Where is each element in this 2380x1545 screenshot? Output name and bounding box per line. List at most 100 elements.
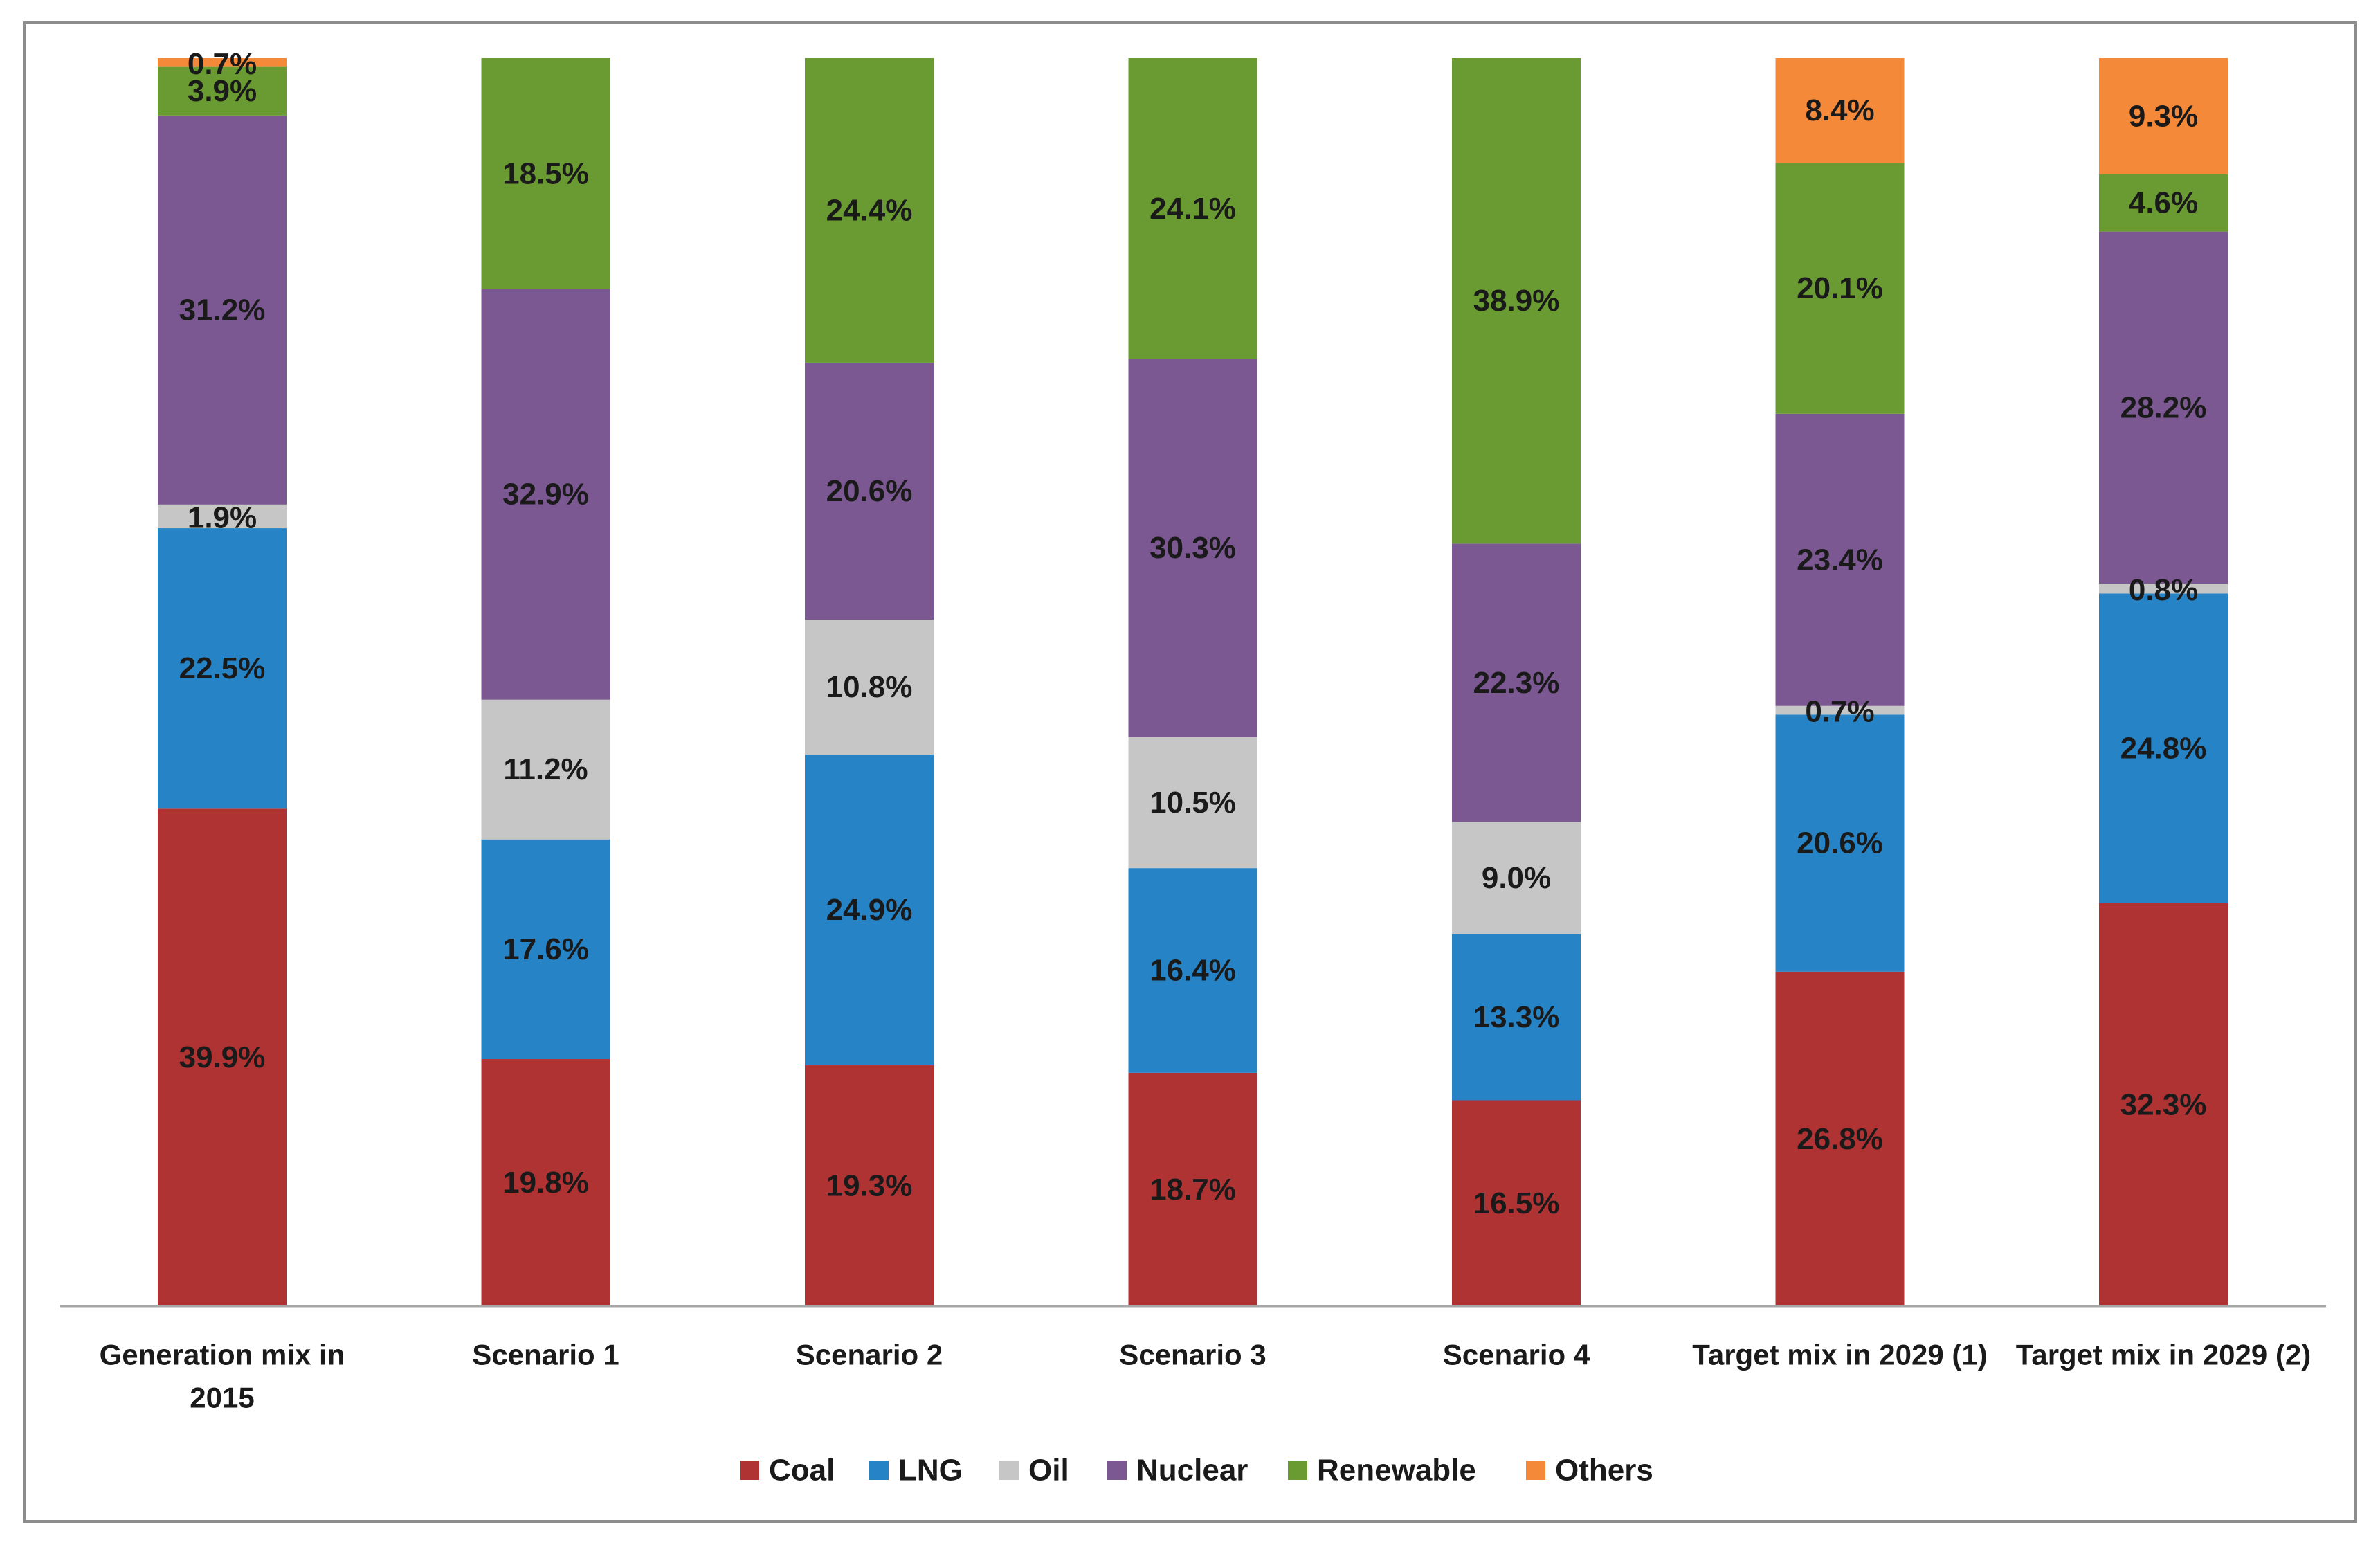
data-label-nuclear: 23.4% <box>1797 543 1883 577</box>
bar-segment-oil <box>481 699 610 840</box>
bars-group <box>158 58 2228 1306</box>
bar-segment-oil <box>1452 822 1581 934</box>
data-label-renewable: 24.4% <box>826 193 913 227</box>
bar-segment-renewable <box>1775 163 1905 414</box>
bar-segment-coal <box>805 1065 934 1306</box>
data-label-oil: 11.2% <box>503 752 588 786</box>
bar-segment-coal <box>2099 903 2228 1306</box>
data-label-oil: 9.0% <box>1482 861 1551 895</box>
bar-segment-renewable <box>158 66 287 116</box>
bar-segment-coal <box>481 1059 610 1306</box>
bar-segment-renewable <box>2099 174 2228 232</box>
bar-segment-coal <box>158 808 287 1306</box>
data-label-renewable: 24.1% <box>1150 192 1236 226</box>
data-label-lng: 24.9% <box>826 893 913 927</box>
legend-label-oil: Oil <box>1028 1454 1069 1488</box>
data-label-others: 8.4% <box>1805 93 1874 127</box>
bar-segment-renewable <box>1452 58 1581 544</box>
bar-segment-nuclear <box>805 362 934 620</box>
bar-segment-nuclear <box>1128 359 1257 737</box>
legend-swatch-lng <box>869 1461 889 1480</box>
legend-label-coal: Coal <box>769 1454 835 1488</box>
bar-segment-lng <box>158 528 287 809</box>
x-tick-label: Generation mix in <box>100 1339 345 1371</box>
legend-swatch-oil <box>999 1461 1019 1480</box>
data-label-lng: 24.8% <box>2120 732 2207 766</box>
data-label-nuclear: 30.3% <box>1150 531 1236 565</box>
data-label-nuclear: 22.3% <box>1473 666 1560 700</box>
data-label-coal: 39.9% <box>179 1040 266 1074</box>
legend-swatch-renewable <box>1288 1461 1307 1480</box>
data-label-coal: 16.5% <box>1473 1186 1560 1220</box>
bar-segment-lng <box>805 755 934 1066</box>
data-label-coal: 19.3% <box>826 1169 913 1203</box>
data-label-others: 0.7% <box>188 47 257 81</box>
bar-segment-nuclear <box>1775 413 1905 706</box>
legend-label-nuclear: Nuclear <box>1136 1454 1248 1488</box>
bar-segment-coal <box>1128 1072 1257 1306</box>
bar-segment-lng <box>1775 714 1905 972</box>
bar-segment-others <box>2099 58 2228 174</box>
bar-segment-renewable <box>481 58 610 289</box>
legend-swatch-nuclear <box>1107 1461 1127 1480</box>
legend-swatch-others <box>1526 1461 1545 1480</box>
x-tick-label: Scenario 2 <box>796 1339 943 1371</box>
bar-segment-lng <box>481 839 610 1060</box>
bar-segment-coal <box>1452 1100 1581 1306</box>
data-label-nuclear: 32.9% <box>502 478 589 512</box>
data-label-renewable: 20.1% <box>1797 271 1883 305</box>
bar-segment-others <box>158 58 287 67</box>
data-label-nuclear: 20.6% <box>826 474 913 508</box>
bar-segment-lng <box>1128 868 1257 1073</box>
legend-label-renewable: Renewable <box>1317 1454 1476 1488</box>
data-label-lng: 22.5% <box>179 651 266 685</box>
legend: Coal LNG Oil Nuclear Renewable Others <box>740 1454 1653 1488</box>
bar-segment-others <box>1775 58 1905 163</box>
bar-segment-renewable <box>1128 58 1257 359</box>
data-label-coal: 19.8% <box>502 1166 589 1200</box>
legend-swatch-coal <box>740 1461 759 1480</box>
bar-segment-coal <box>1775 971 1905 1306</box>
data-label-oil: 0.8% <box>2129 573 2198 607</box>
data-label-oil: 10.5% <box>1150 786 1236 820</box>
bar-segment-oil <box>1775 705 1905 715</box>
data-label-renewable: 4.6% <box>2129 186 2198 220</box>
data-label-others: 9.3% <box>2129 99 2198 133</box>
x-tick-label: Target mix in 2029 (1) <box>1692 1339 1987 1371</box>
data-label-coal: 26.8% <box>1797 1122 1883 1156</box>
bar-segment-lng <box>2099 593 2228 903</box>
bar-segment-lng <box>1452 934 1581 1101</box>
bar-segment-oil <box>2099 584 2228 594</box>
data-label-nuclear: 28.2% <box>2120 390 2207 424</box>
bar-segment-oil <box>1128 737 1257 869</box>
x-tick-label: 2015 <box>190 1382 254 1414</box>
data-label-renewable: 38.9% <box>1473 284 1560 318</box>
bar-segment-nuclear <box>1452 543 1581 822</box>
data-label-lng: 20.6% <box>1797 826 1883 860</box>
data-label-lng: 17.6% <box>502 932 589 966</box>
bar-segment-oil <box>158 504 287 529</box>
legend-label-lng: LNG <box>898 1454 963 1488</box>
bar-segment-renewable <box>805 58 934 363</box>
x-tick-label: Scenario 4 <box>1443 1339 1590 1371</box>
data-label-lng: 16.4% <box>1150 953 1236 987</box>
data-label-renewable: 3.9% <box>188 74 257 108</box>
bar-segment-nuclear <box>158 115 287 505</box>
bar-segment-nuclear <box>481 289 610 700</box>
data-label-coal: 32.3% <box>2120 1087 2207 1121</box>
data-label-coal: 18.7% <box>1150 1173 1236 1207</box>
data-label-nuclear: 31.2% <box>179 293 266 327</box>
x-tick-label: Scenario 1 <box>472 1339 619 1371</box>
data-label-oil: 10.8% <box>826 670 913 704</box>
data-label-renewable: 18.5% <box>502 156 589 190</box>
x-tick-label: Target mix in 2029 (2) <box>2016 1339 2311 1371</box>
data-label-oil: 0.7% <box>1805 695 1874 729</box>
data-labels-group: 39.9%22.5%1.9%31.2%3.9%0.7%19.8%17.6%11.… <box>179 47 2207 1220</box>
bar-segment-nuclear <box>2099 231 2228 584</box>
legend-label-others: Others <box>1555 1454 1653 1488</box>
data-label-oil: 1.9% <box>188 500 257 534</box>
category-labels-group: Generation mix in 2015 Scenario 1 Scenario … <box>100 1339 2311 1414</box>
bar-segment-oil <box>805 620 934 755</box>
data-label-lng: 13.3% <box>1473 1000 1560 1034</box>
